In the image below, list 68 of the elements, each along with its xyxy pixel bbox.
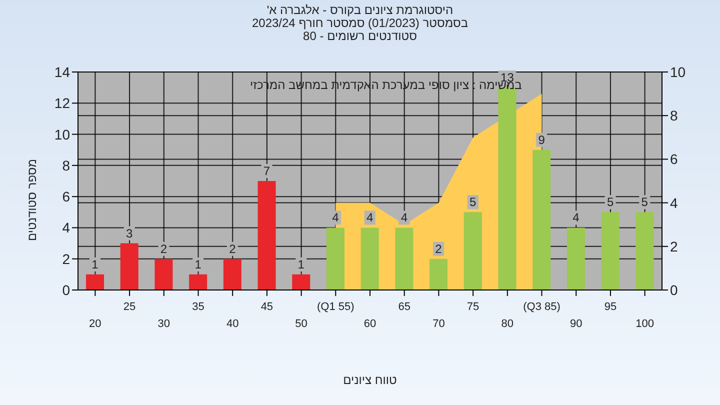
- data-label: 2: [160, 242, 168, 256]
- bar: [326, 228, 344, 290]
- x-tick-label: 100: [636, 318, 654, 330]
- chart-title: היסטוגרמת ציונים בקורס - אלגברה א': [266, 3, 454, 17]
- bar: [223, 258, 242, 290]
- data-label: 5: [606, 195, 614, 210]
- x-tick-label: 30: [158, 318, 170, 330]
- bar: [566, 228, 585, 290]
- y-tick-label: 0: [62, 282, 70, 298]
- data-label: 1: [92, 257, 99, 272]
- y2-tick-label: 0: [670, 282, 678, 298]
- x-tick-label: (Q3 85): [523, 301, 560, 313]
- bar: [601, 212, 620, 290]
- data-label: 4: [366, 210, 374, 225]
- y2-tick-label: 6: [670, 151, 678, 168]
- x-tick-label: 95: [604, 301, 617, 313]
- x-tick-label: 25: [123, 301, 136, 313]
- bar: [430, 258, 448, 290]
- y2-tick-label: 2: [670, 238, 678, 254]
- x-tick-label: 50: [295, 318, 308, 330]
- data-label: 2: [229, 242, 236, 256]
- x-tick-label: 90: [570, 318, 582, 330]
- x-tick-label: 70: [432, 318, 445, 330]
- x-tick-label: 65: [398, 301, 410, 313]
- data-label: 4: [332, 210, 340, 225]
- x-tick-label: 35: [192, 301, 204, 313]
- data-label: 5: [470, 195, 477, 210]
- bar: [154, 258, 173, 290]
- data-label: 2: [435, 242, 442, 256]
- bar: [395, 228, 414, 290]
- y2-tick-label: 10: [670, 64, 686, 80]
- y-tick-label: 10: [54, 126, 70, 142]
- y-tick-label: 4: [62, 220, 70, 236]
- bar: [120, 243, 138, 290]
- bar: [464, 212, 482, 290]
- bar: [86, 274, 104, 290]
- y-tick-label: 8: [62, 157, 70, 174]
- data-label: 1: [298, 257, 305, 272]
- x-tick-label: 45: [260, 301, 274, 313]
- data-label: 1: [194, 257, 202, 272]
- y-tick-label: 14: [54, 64, 70, 80]
- y2-tick-label: 8: [670, 108, 678, 124]
- data-label: 4: [400, 210, 408, 225]
- bar: [532, 150, 551, 290]
- bar: [258, 181, 276, 290]
- x-axis-title: טווח ציונים: [343, 373, 397, 387]
- y-tick-label: 12: [54, 95, 70, 112]
- x-tick-label: 80: [501, 318, 514, 330]
- y-tick-label: 2: [62, 250, 70, 267]
- x-tick-label: 75: [466, 301, 480, 313]
- y-tick-label: 6: [62, 188, 70, 205]
- y2-tick-label: 4: [670, 194, 678, 211]
- bar: [498, 88, 516, 290]
- chart-subtitle: בסמסטר (01/2023) סמסטר חורף 2023/24 סטודנטים רשומים - 80: [250, 16, 470, 43]
- bar: [360, 228, 379, 290]
- x-tick-label: 20: [89, 318, 102, 330]
- bar: [189, 274, 208, 290]
- bar: [292, 274, 310, 290]
- y-axis-title: מספר סטודנטים: [25, 158, 39, 242]
- data-label: 4: [572, 210, 580, 225]
- data-label: 9: [538, 132, 546, 147]
- x-tick-label: 60: [364, 318, 376, 330]
- data-label: 3: [126, 226, 134, 240]
- data-label: 5: [641, 195, 648, 210]
- bar: [636, 212, 654, 290]
- x-tick-label: (Q1 55): [317, 301, 354, 313]
- x-tick-label: 40: [226, 318, 239, 330]
- data-label: 7: [263, 164, 270, 178]
